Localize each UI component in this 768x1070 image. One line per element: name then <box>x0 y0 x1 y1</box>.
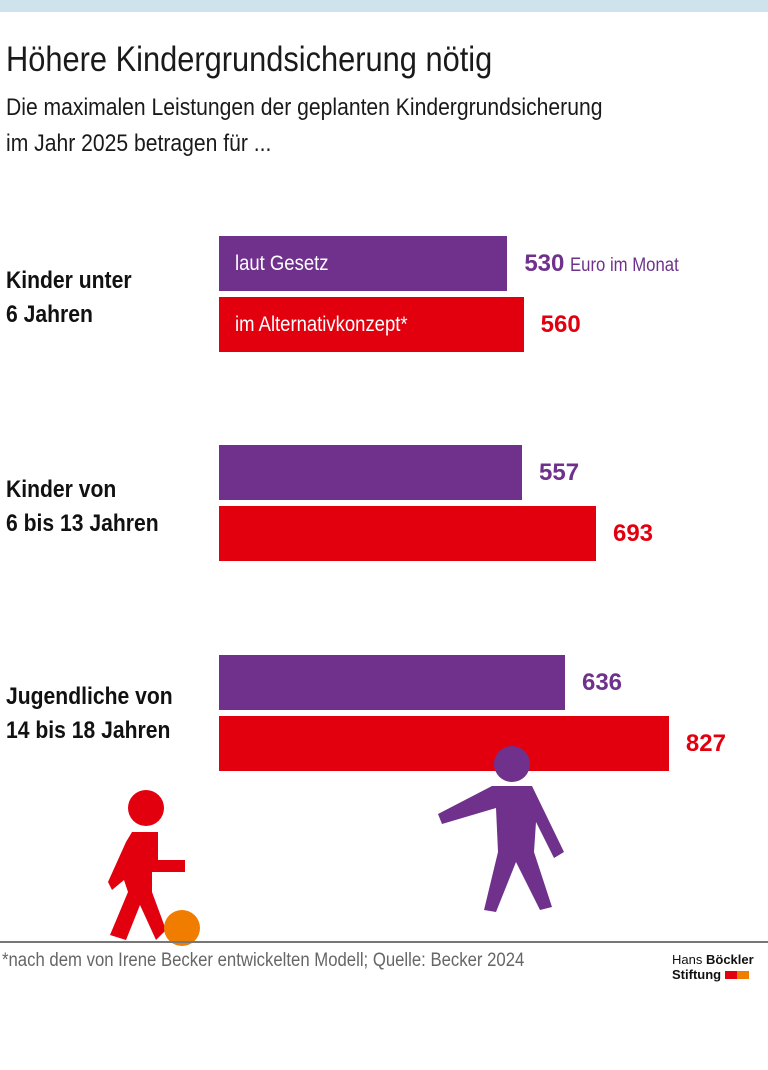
chart-title: Höhere Kindergrundsicherung nötig <box>6 40 493 79</box>
bar-alternativkonzept: im Alternativkonzept* <box>219 297 524 352</box>
child-with-ball-icon <box>108 790 200 946</box>
value-label: 636 <box>582 655 622 710</box>
bar-gesetz: laut Gesetz <box>219 236 508 291</box>
teenager-icon <box>438 746 564 912</box>
category-label: Kinder von 6 bis 13 Jahren <box>6 473 159 541</box>
value-label: 530 Euro im Monat <box>524 236 694 293</box>
bar-gesetz <box>219 445 522 500</box>
bar-gesetz <box>219 655 565 710</box>
value-label: 827 <box>686 716 726 771</box>
value-number: 530 <box>524 250 565 277</box>
bar-alternativkonzept <box>219 716 669 771</box>
value-number: 693 <box>612 520 654 547</box>
footnote: *nach dem von Irene Becker entwickelten … <box>2 950 525 971</box>
category-label-line: 6 bis 13 Jahren <box>6 510 159 537</box>
bar-alternativkonzept <box>219 506 596 561</box>
value-label: 557 <box>539 445 579 500</box>
baseline <box>0 941 768 943</box>
value-number: 636 <box>581 669 623 696</box>
value-number: 560 <box>540 311 581 338</box>
category-label-line: Jugendliche von <box>6 683 173 710</box>
series-label: laut Gesetz <box>235 252 329 275</box>
subtitle-line2: im Jahr 2025 betragen für ... <box>6 130 272 157</box>
category-label-line: Kinder von <box>6 476 117 503</box>
hans-boeckler-logo: Hans Böckler Stiftung <box>672 952 754 982</box>
top-bar <box>0 0 768 12</box>
value-number: 557 <box>539 459 580 486</box>
series-label: im Alternativkonzept* <box>235 313 408 336</box>
subtitle-line1: Die maximalen Leistungen der geplanten K… <box>6 94 603 121</box>
category-label: Jugendliche von 14 bis 18 Jahren <box>6 680 173 748</box>
value-label: 560 <box>541 297 581 352</box>
category-label-line: 14 bis 18 Jahren <box>6 717 171 744</box>
value-label: 693 <box>613 506 653 561</box>
category-label-line: 6 Jahren <box>6 301 93 328</box>
category-label-line: Kinder unter <box>6 267 132 294</box>
unit-label: Euro im Monat <box>570 255 680 276</box>
category-label: Kinder unter 6 Jahren <box>6 264 132 332</box>
value-number: 827 <box>685 730 726 757</box>
